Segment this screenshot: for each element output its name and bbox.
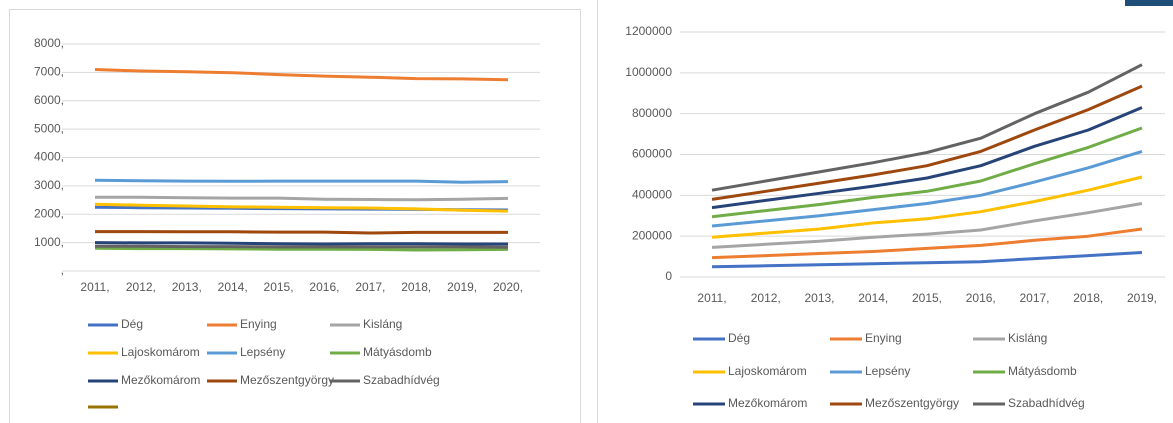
series-line bbox=[711, 106, 1143, 210]
legend-label: Lajoskomárom bbox=[121, 345, 200, 359]
y-tick-label: 600000 bbox=[632, 147, 672, 161]
legend-label: Kisláng bbox=[363, 317, 402, 331]
legend-label: Dég bbox=[728, 331, 750, 345]
x-tick-label: 2012, bbox=[751, 291, 781, 305]
x-tick-label: 2012, bbox=[126, 280, 156, 294]
y-tick-label: 4000, bbox=[34, 150, 64, 164]
x-tick-label: 2013, bbox=[172, 280, 202, 294]
y-tick-label: 1000, bbox=[34, 235, 64, 249]
x-tick-label: 2017, bbox=[355, 280, 385, 294]
series-line bbox=[94, 178, 509, 184]
x-tick-label: 2011, bbox=[697, 291, 726, 305]
x-tick-label: 2019, bbox=[447, 280, 477, 294]
legend-label: Lepsény bbox=[240, 345, 285, 359]
series-line bbox=[711, 149, 1143, 228]
legend-label: Szabadhídvég bbox=[1008, 396, 1085, 410]
legend-label: Lajoskomárom bbox=[728, 364, 807, 378]
legend-label: Mezőkomárom bbox=[121, 373, 200, 387]
legend-label: Enying bbox=[865, 331, 902, 345]
y-tick-label: 3000, bbox=[34, 178, 64, 192]
series-line bbox=[711, 202, 1143, 249]
y-tick-label: 7000, bbox=[34, 65, 64, 79]
series-line bbox=[711, 251, 1143, 269]
series-line bbox=[711, 63, 1143, 192]
y-tick-label: 200000 bbox=[632, 228, 672, 242]
right-panel-border bbox=[597, 0, 598, 423]
x-tick-label: 2016, bbox=[966, 291, 996, 305]
legend-label: Mezőszentgyörgy bbox=[240, 373, 334, 387]
x-tick-label: 2020, bbox=[493, 280, 523, 294]
y-tick-label: 2000, bbox=[34, 206, 64, 220]
x-tick-label: 2018, bbox=[401, 280, 431, 294]
legend-label: Mezőkomárom bbox=[728, 396, 807, 410]
y-tick-label: 1200000 bbox=[625, 24, 672, 38]
series-line bbox=[95, 195, 509, 202]
series-line bbox=[711, 126, 1143, 219]
legend-label: Szabadhídvég bbox=[363, 373, 440, 387]
legend-label: Enying bbox=[240, 317, 277, 331]
corner-tab bbox=[1125, 0, 1173, 6]
series-line bbox=[94, 241, 508, 246]
x-tick-label: 2017, bbox=[1019, 291, 1049, 305]
series-line bbox=[95, 230, 508, 235]
y-tick-label: 800000 bbox=[632, 106, 672, 120]
legend-label: Mátyásdomb bbox=[1008, 364, 1077, 378]
legend-label: Lepsény bbox=[865, 364, 910, 378]
x-tick-label: 2015, bbox=[264, 280, 294, 294]
y-tick-label: 5000, bbox=[34, 121, 64, 135]
y-tick-label: , bbox=[61, 263, 64, 277]
y-tick-label: 400000 bbox=[632, 188, 672, 202]
legend-label: Dég bbox=[121, 317, 143, 331]
series-line bbox=[95, 244, 509, 249]
y-tick-label: 0 bbox=[665, 269, 672, 283]
x-tick-label: 2016, bbox=[309, 280, 339, 294]
x-tick-label: 2013, bbox=[804, 291, 834, 305]
series-line bbox=[711, 175, 1143, 239]
x-tick-label: 2014, bbox=[218, 280, 248, 294]
legend-label: Mezőszentgyörgy bbox=[865, 396, 959, 410]
x-tick-label: 2011, bbox=[80, 280, 109, 294]
legend-label: Mátyásdomb bbox=[363, 345, 432, 359]
left-panel-border bbox=[9, 9, 581, 423]
series-line bbox=[94, 68, 509, 82]
series-line bbox=[711, 227, 1143, 260]
y-tick-label: 1000000 bbox=[625, 65, 672, 79]
legend-label: Kisláng bbox=[1008, 331, 1047, 345]
y-tick-label: 8000, bbox=[34, 36, 64, 50]
x-tick-label: 2018, bbox=[1073, 291, 1103, 305]
x-tick-label: 2019, bbox=[1127, 291, 1157, 305]
series-line bbox=[711, 84, 1143, 201]
series-line bbox=[94, 202, 509, 213]
x-tick-label: 2015, bbox=[912, 291, 942, 305]
y-tick-label: 6000, bbox=[34, 93, 64, 107]
series-line bbox=[94, 246, 509, 252]
x-tick-label: 2014, bbox=[858, 291, 888, 305]
